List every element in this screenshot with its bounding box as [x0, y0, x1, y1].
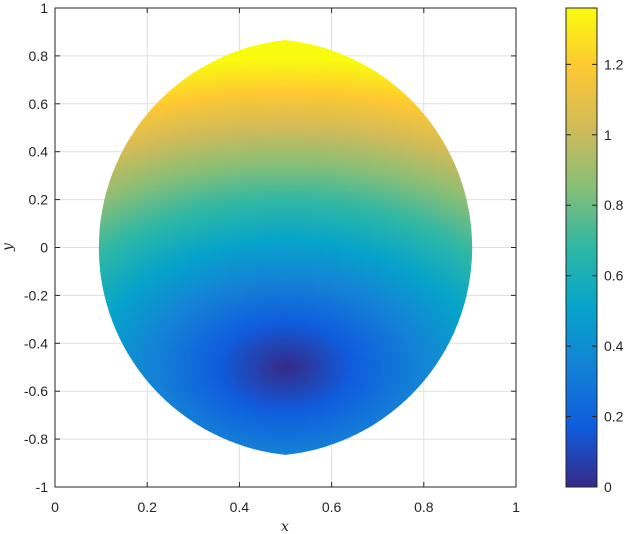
y-tick-label: 0 [40, 240, 48, 256]
colorbar-tick-label: 1 [604, 127, 612, 143]
colorbar-tick-label: 0.8 [604, 197, 624, 213]
y-tick-label: 0.2 [29, 192, 49, 208]
colorbar-tick-label: 0.2 [604, 409, 624, 425]
x-tick-label: 0.2 [137, 499, 157, 515]
colorbar [565, 7, 598, 488]
y-tick-label: 0.6 [29, 96, 49, 112]
x-axis-ticks: 0 0.2 0.4 0.6 0.8 1 [51, 8, 520, 515]
y-tick-label: 0.4 [29, 144, 49, 160]
colorbar-tick-label: 0.6 [604, 268, 624, 284]
x-tick-label: 0 [51, 499, 59, 515]
colorbar-tick-label: 0.4 [604, 338, 624, 354]
y-tick-label: -0.8 [24, 431, 48, 447]
y-tick-label: 1 [40, 0, 48, 16]
colorbar-ticks: 0 0.2 0.4 0.6 0.8 1 1.2 [566, 56, 624, 495]
x-tick-label: 0.4 [230, 499, 250, 515]
x-tick-label: 1 [512, 499, 520, 515]
y-axis-ticks: -1 -0.8 -0.6 -0.4 -0.2 0 0.2 0.4 0.6 0.8 1 [24, 0, 516, 495]
y-tick-label: -1 [36, 479, 49, 495]
y-tick-label: -0.4 [24, 335, 48, 351]
x-tick-label: 0.6 [322, 499, 342, 515]
colorbar-tick-label: 0 [604, 479, 612, 495]
x-axis-label: x [281, 519, 289, 534]
y-tick-label: 0.8 [29, 48, 49, 64]
x-tick-label: 0.8 [414, 499, 434, 515]
y-tick-label: -0.6 [24, 383, 48, 399]
colorbar-tick-label: 1.2 [604, 56, 624, 72]
y-tick-label: -0.2 [24, 287, 48, 303]
y-axis-label: y [0, 242, 16, 252]
